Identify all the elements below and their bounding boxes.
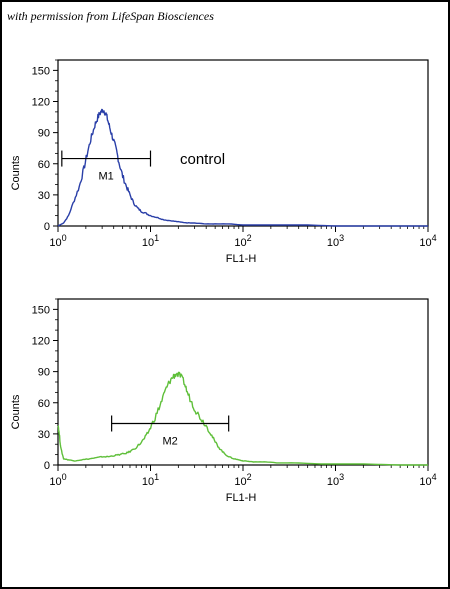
y-tick-label: 90 xyxy=(38,367,50,379)
x-tick-label: 103 xyxy=(327,472,344,488)
y-tick-label: 120 xyxy=(32,336,50,348)
histogram-panel-2: 0 30 60 90 120 150 100 101 102 103 104 FL1-H Counts M… xyxy=(10,298,437,504)
panel-annotation: control xyxy=(180,151,225,168)
histogram-line xyxy=(57,371,428,466)
x-axis-title: FL1-H xyxy=(226,253,257,265)
x-axis-title: FL1-H xyxy=(226,492,257,504)
y-tick-label: 150 xyxy=(32,65,50,77)
y-tick-label: 60 xyxy=(38,398,50,410)
x-tick-label: 101 xyxy=(142,472,159,488)
x-tick-label: 100 xyxy=(49,233,66,249)
y-tick-label: 0 xyxy=(44,221,50,233)
histogram-line xyxy=(57,108,428,227)
y-tick-label: 90 xyxy=(38,128,50,140)
x-tick-label: 104 xyxy=(419,472,436,488)
y-axis-title: Counts xyxy=(10,155,22,190)
gate-label: M1 xyxy=(99,171,114,183)
x-tick-label: 102 xyxy=(234,233,251,249)
y-tick-label: 30 xyxy=(38,190,50,202)
y-axis-title: Counts xyxy=(10,394,22,429)
x-tick-label: 101 xyxy=(142,233,159,249)
x-tick-label: 103 xyxy=(327,233,344,249)
gate-label: M2 xyxy=(163,436,178,448)
y-tick-label: 150 xyxy=(32,304,50,316)
y-tick-label: 0 xyxy=(44,460,50,472)
x-tick-label: 104 xyxy=(419,233,436,249)
y-tick-label: 60 xyxy=(38,159,50,171)
x-tick-label: 100 xyxy=(49,472,66,488)
y-tick-label: 30 xyxy=(38,429,50,441)
x-tick-label: 102 xyxy=(234,472,251,488)
histogram-panel-1: 0 30 60 90 120 150 100 101 102 103 104 FL1-H Counts M… xyxy=(10,59,437,265)
plot-frame xyxy=(57,298,429,466)
y-tick-label: 120 xyxy=(32,97,50,109)
credit-text: with permission from LifeSpan Bioscience… xyxy=(7,9,214,23)
plot-frame xyxy=(57,59,429,227)
